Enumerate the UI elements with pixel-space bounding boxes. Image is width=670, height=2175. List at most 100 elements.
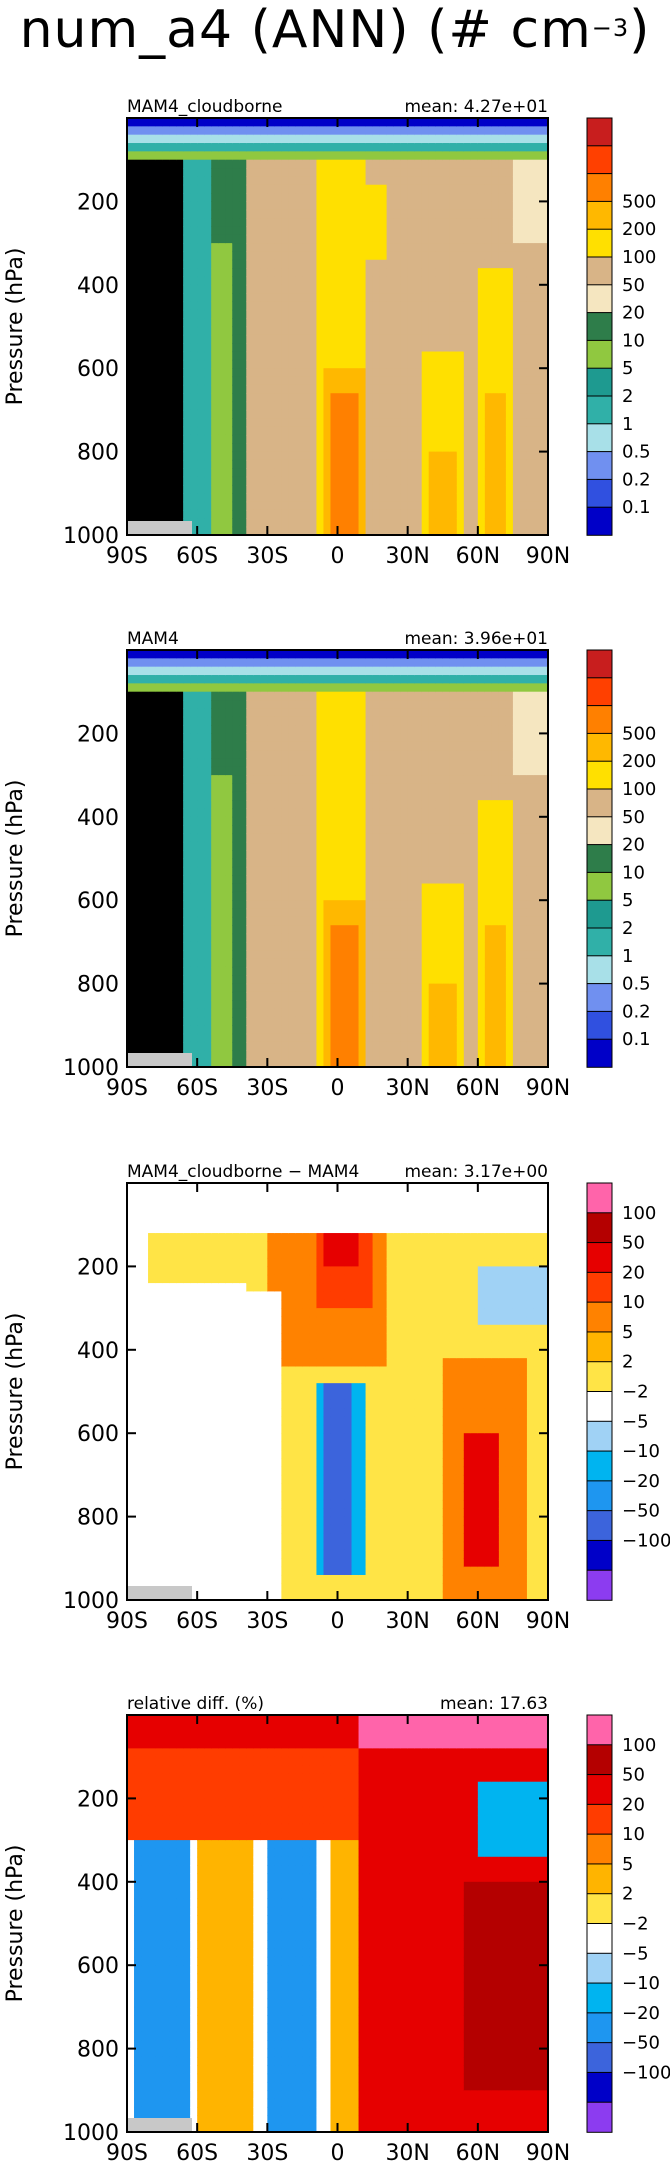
panel-4-colorbar: −100 −50 −20 −10 −5 −2 2 5 10 20 50 100 [586,1714,670,2133]
panel-3-colorbar: −100 −50 −20 −10 −5 −2 2 5 10 20 50 100 [586,1182,670,1601]
panel-4-colorbar-label: 2 [622,1884,633,1905]
panel-4-colorbar-label: −50 [622,2033,660,2054]
panel-2-colorbar-box [586,816,613,846]
panel-3-colorbar-box [586,1391,613,1423]
panel-2-colorbar-box [586,1038,613,1068]
panel-2-colorbar-box [586,955,613,985]
panel-3-missing-region [127,1586,192,1600]
panel-3-colorbar-box [586,1569,613,1601]
panel-3-xtick-label: 30S [246,1609,288,1634]
panel-4-colorbar-label: 5 [622,1854,633,1875]
panel-4-colorbar-box [586,2012,613,2044]
panel-2-xtick-label: 60S [176,1076,218,1101]
panel-2-colorbar-label: 1 [622,946,633,967]
panel-2-ytick-label: 600 [77,889,119,914]
panel-2-colorbar-label: 500 [622,723,656,744]
panel-3-mean-label: mean: 3.17e+00 [404,1162,548,1182]
panel-1-colorbar-box [586,339,613,369]
panel-3-colorbar-label: −5 [622,1411,649,1432]
panel-3-colorbar-box [586,1212,613,1244]
panel-1-colorbar-label: 0.2 [622,469,651,490]
panel-2-colorbar-box [586,1010,613,1041]
panel-4-colorbar-label: −10 [622,1973,660,1994]
panel-1-colorbar-label: 10 [622,330,645,351]
panel-1-colorbar-box [586,367,613,397]
panel-4-mean-label: mean: 17.63 [440,1694,548,1714]
panel-4-left-label: relative diff. (%) [127,1694,264,1714]
title-close: ) [629,0,651,60]
panel-2-ytick-label: 200 [77,722,119,747]
panel-4-ylabel: Pressure (hPa) [3,1845,28,2003]
panel-1-colorbar-box [586,200,613,230]
panel-4-colorbar-box [586,1714,613,1746]
panel-4-colorbar-box [586,2042,613,2074]
panel-1-xtick-label: 90S [106,544,148,569]
panel-2-colorbar: 0.1 0.2 0.5 1 2 5 10 20 50 100 200 500 [586,649,656,1068]
panel-1-colorbar-label: 100 [622,247,656,268]
panel-3-colorbar-label: −2 [622,1382,649,1403]
panel-4-ytick-label: 200 [77,1787,119,1812]
panel-1-field [127,118,549,536]
panel-1-colorbar: 0.1 0.2 0.5 1 2 5 10 20 50 100 200 500 [586,117,656,536]
panel-3-colorbar-box [586,1301,613,1333]
panel-3-ylabel: Pressure (hPa) [3,1313,28,1471]
panel-2-colorbar-box [586,927,613,957]
panel-3-colorbar-label: 10 [622,1292,645,1313]
panel-1-colorbar-label: 0.5 [622,442,651,463]
panel-4-colorbar-box [586,1893,613,1925]
panel-1-colorbar-box [586,478,613,508]
panel-3-colorbar-box [586,1242,613,1274]
panel-4-field [127,1715,549,2133]
title-exponent: −3 [591,14,630,42]
panel-3-xtick-label: 60N [456,1609,500,1634]
panel-4: relative diff. (%) mean: 17.63 90S 60S 30S 0 3… [3,1694,670,2166]
panel-2-colorbar-label: 100 [622,779,656,800]
panel-2-colorbar-label: 20 [622,835,645,856]
panel-2-xtick-label: 30N [385,1076,429,1101]
panel-1-colorbar-label: 0.1 [622,497,651,518]
panel-3-ytick-label: 1000 [63,1589,119,1614]
panel-4-xtick-label: 90N [526,2141,570,2166]
panel-2-colorbar-box [586,844,613,874]
panel-2-colorbar-box [586,760,613,790]
panel-1-ytick-label: 1000 [63,524,119,549]
panel-3-colorbar-label: 50 [622,1233,645,1254]
panel-3-ytick-label: 600 [77,1422,119,1447]
panel-4-ytick-label: 400 [77,1871,119,1896]
panel-1-xtick-label: 30S [246,544,288,569]
panel-4-xtick-label: 30N [385,2141,429,2166]
panel-1-colorbar-label: 20 [622,303,645,324]
panel-3-colorbar-label: −10 [622,1441,660,1462]
panel-2-field [127,650,549,1068]
panel-2-xtick-label: 60N [456,1076,500,1101]
panel-4-colorbar-label: −2 [622,1914,649,1935]
panel-2-colorbar-box [586,732,613,763]
panel-4-ytick-label: 600 [77,1954,119,1979]
panel-3-colorbar-box [586,1271,613,1303]
panel-2-colorbar-label: 2 [622,918,633,939]
panel-1-ytick-label: 400 [77,274,119,299]
panel-1-missing-region [127,521,192,535]
panel-2-xtick-label: 90S [106,1076,148,1101]
panel-3-xtick-label: 60S [176,1609,218,1634]
panel-4-colorbar-label: 10 [622,1824,645,1845]
panel-1-xtick-label: 0 [331,544,345,569]
panel-2-left-label: MAM4 [127,629,179,649]
panel-2-colorbar-label: 10 [622,862,645,883]
figure-title: num_a4 (ANN) (# cm−3) [0,0,670,60]
panel-2-colorbar-label: 0.1 [622,1029,651,1050]
panel-3-xtick-label: 30N [385,1609,429,1634]
panel-3-colorbar-box [586,1450,613,1482]
panel-3-colorbar-box [586,1510,613,1542]
panel-2-missing-region [127,1053,192,1067]
panel-3-colorbar-box [586,1331,613,1363]
panel-3-field [127,1183,549,1601]
panel-2-mean-label: mean: 3.96e+01 [404,629,548,649]
panel-4-colorbar-label: 20 [622,1794,645,1815]
panel-2-colorbar-label: 50 [622,807,645,828]
panel-3-xtick-label: 0 [331,1609,345,1634]
panel-4-colorbar-label: 50 [622,1765,645,1786]
panel-3-left-label: MAM4_cloudborne − MAM4 [127,1162,359,1182]
panel-3-colorbar-label: 2 [622,1352,633,1373]
